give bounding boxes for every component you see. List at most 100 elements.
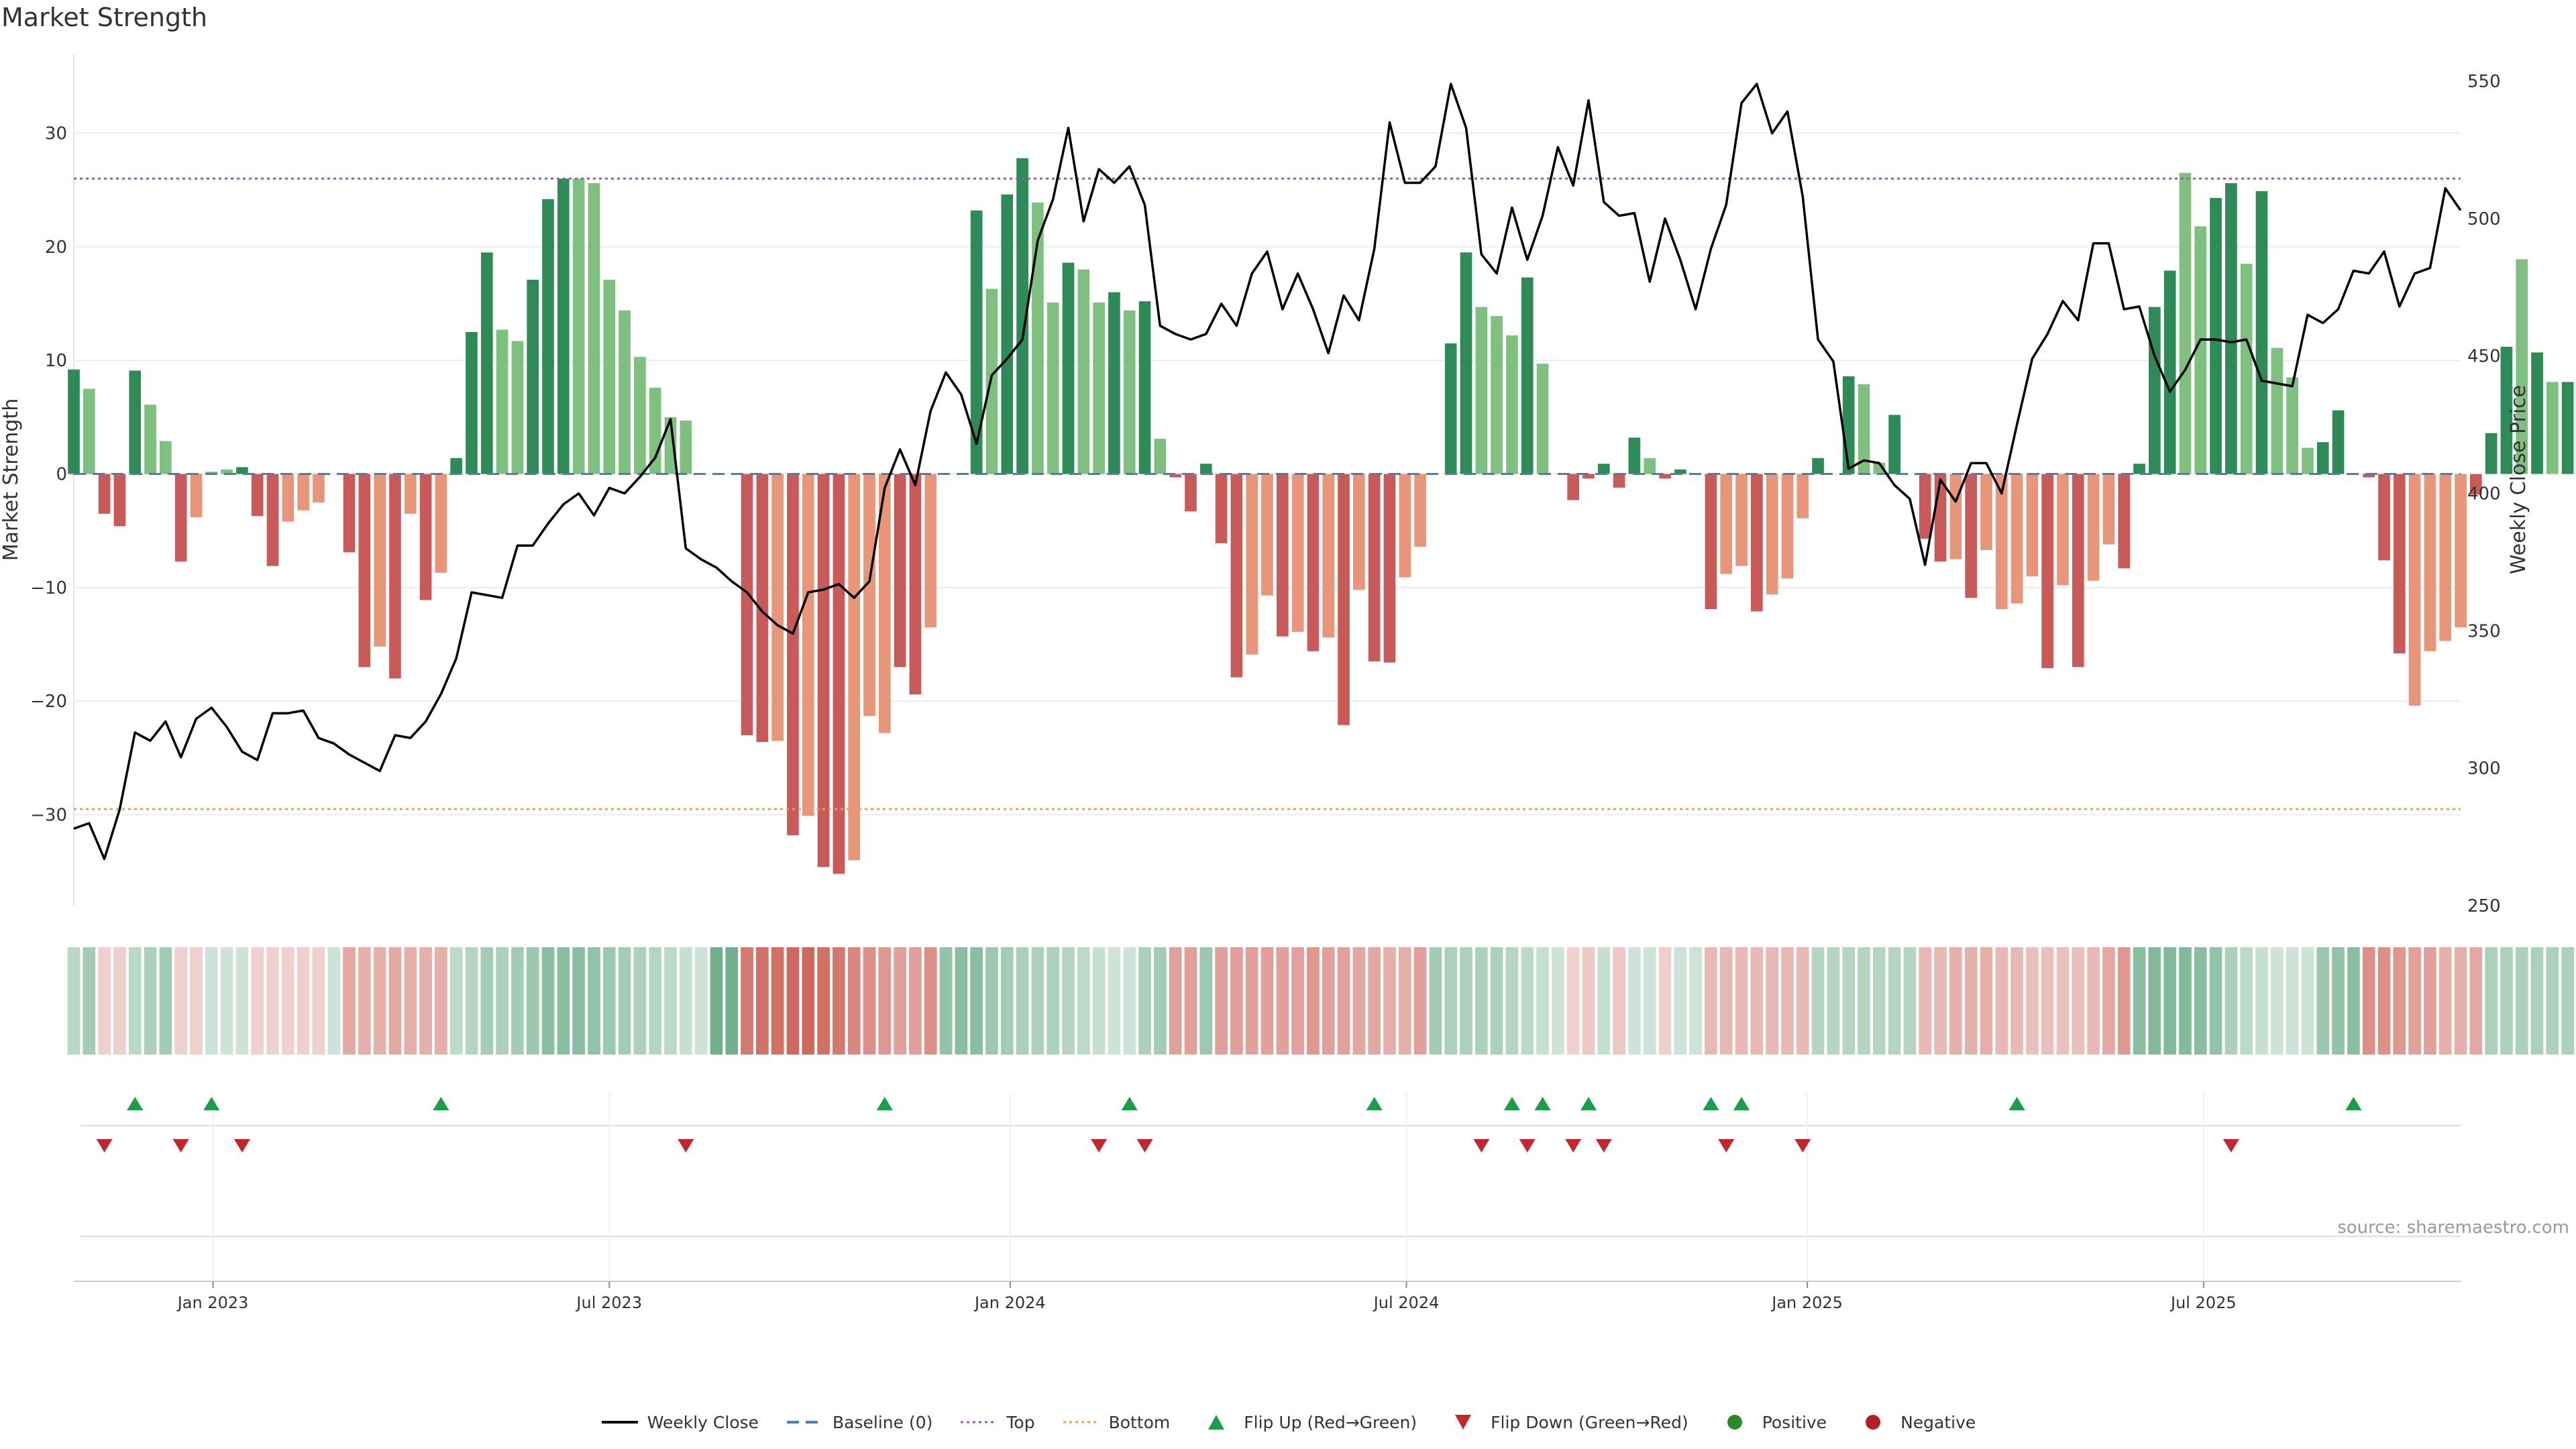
heatmap-cell: [2515, 947, 2528, 1055]
heatmap-cell: [557, 947, 570, 1055]
heatmap-cell: [541, 947, 555, 1055]
flip-down-marker: [678, 1139, 694, 1152]
heatmap-cell: [1903, 947, 1917, 1055]
strength-bar: [174, 474, 187, 561]
heatmap-cell: [1521, 947, 1534, 1055]
strength-bar: [756, 474, 769, 743]
heatmap-cell: [358, 947, 371, 1055]
heatmap-cell: [1169, 947, 1182, 1055]
heatmap-cell: [1735, 947, 1748, 1055]
heatmap-cell: [1368, 947, 1381, 1055]
y-tick-label: 0: [56, 465, 67, 485]
strength-bar: [2455, 474, 2467, 628]
chart-title: Market Strength: [1, 3, 208, 32]
heatmap-cell: [602, 947, 616, 1055]
strength-bar: [1705, 474, 1717, 610]
heatmap-cell: [786, 947, 800, 1055]
strength-bar: [1276, 474, 1289, 637]
y2-tick-label: 250: [2467, 896, 2501, 916]
heatmap-cell: [694, 947, 708, 1055]
heatmap-cell: [2240, 947, 2253, 1055]
heatmap-cell: [1505, 947, 1519, 1055]
strength-bar: [664, 417, 677, 474]
heatmap-cell: [113, 947, 126, 1055]
strength-bar: [2316, 442, 2329, 474]
strength-bar: [2026, 474, 2039, 576]
heatmap-cell: [1000, 947, 1014, 1055]
heatmap-cell: [2117, 947, 2131, 1055]
strength-bar: [2133, 464, 2145, 474]
strength-bar: [343, 474, 356, 553]
strength-bar: [634, 357, 646, 474]
heatmap-cell: [2163, 947, 2176, 1055]
strength-bar: [1597, 464, 1610, 474]
heatmap-cell: [878, 947, 892, 1055]
legend-baseline: Baseline (0): [786, 1412, 932, 1432]
lines-layer: [73, 83, 2462, 861]
heatmap-cell: [465, 947, 478, 1055]
flip-up-marker: [1121, 1097, 1138, 1110]
strength-bar: [2378, 474, 2390, 561]
heatmap-cell: [2347, 947, 2360, 1055]
heatmap-cell: [1429, 947, 1442, 1055]
strength-bar: [236, 467, 248, 474]
heatmap-cell: [710, 947, 723, 1055]
heatmap-cell: [1337, 947, 1350, 1055]
heatmap-cell: [633, 947, 647, 1055]
strength-bar: [266, 474, 279, 566]
strength-bar: [1965, 474, 1977, 598]
heatmap-cell: [1123, 947, 1136, 1055]
strength-bar: [1567, 474, 1579, 500]
strength-bar: [741, 474, 753, 735]
strength-bar: [1751, 474, 1763, 612]
x-tick-label: Jul 2023: [575, 1293, 642, 1312]
strength-bar: [404, 474, 417, 514]
heatmap-cell: [1811, 947, 1825, 1055]
source-label: source: sharemaestro.com: [2337, 1218, 2569, 1238]
heatmap-cell: [2224, 947, 2238, 1055]
heatmap-cell: [1719, 947, 1733, 1055]
heatmap-cell: [802, 947, 815, 1055]
heatmap-cell: [1154, 947, 1167, 1055]
heatmap-cell: [1705, 947, 1717, 1055]
strength-bar: [1291, 474, 1304, 632]
heatmap-cell: [2026, 947, 2039, 1055]
x-tick-label: Jan 2024: [973, 1293, 1046, 1312]
heatmap-cell: [894, 947, 906, 1055]
strength-bar: [2363, 474, 2375, 478]
strength-bar: [2469, 474, 2482, 495]
bars-layer: [68, 158, 2574, 874]
heatmap-cell: [2194, 947, 2207, 1055]
strength-bar: [1414, 474, 1426, 547]
heatmap-cell: [2454, 947, 2467, 1055]
strength-bar: [98, 474, 111, 514]
flip-down-marker: [1565, 1139, 1582, 1152]
strength-bar: [1230, 474, 1243, 678]
heatmap-cell: [1413, 947, 1427, 1055]
strength-bar: [313, 474, 325, 502]
strength-bar: [2149, 307, 2161, 474]
strength-bar: [2531, 352, 2543, 474]
heatmap-cell: [847, 947, 861, 1055]
strength-bar: [1185, 474, 1197, 512]
heatmap-cell: [205, 947, 218, 1055]
strength-bar: [1613, 474, 1625, 488]
strength-bar: [83, 388, 95, 474]
strength-bar: [909, 474, 922, 695]
legend-dash-swatch: [786, 1412, 824, 1432]
y-tick-label: −10: [30, 578, 67, 598]
y-tick-label: −30: [30, 806, 67, 826]
heatmap-cell: [1597, 947, 1611, 1055]
strength-bar: [1659, 474, 1671, 479]
triangle-down-icon: [1444, 1412, 1483, 1432]
heatmap-cell: [2286, 947, 2299, 1055]
heatmap-cell: [741, 947, 753, 1055]
strength-bar: [374, 474, 386, 647]
strength-bar: [1888, 415, 1900, 474]
heatmap-cell: [955, 947, 968, 1055]
strength-bar: [1536, 364, 1549, 474]
strength-bar: [1491, 316, 1503, 474]
legend-weekly-close: Weekly Close: [600, 1412, 759, 1432]
heatmap-cell: [1643, 947, 1656, 1055]
x-tick-label: Jan 2023: [176, 1293, 249, 1312]
